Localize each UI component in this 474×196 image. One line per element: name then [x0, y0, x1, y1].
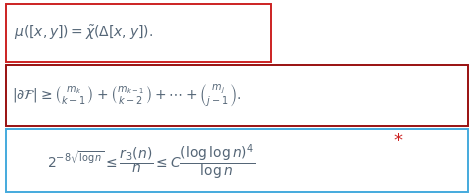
Text: $*$: $*$ — [393, 130, 404, 148]
Text: $\mu([x,y]) = \tilde{\chi}(\Delta[x,y]).$: $\mu([x,y]) = \tilde{\chi}(\Delta[x,y]).… — [14, 23, 153, 42]
Bar — [6, 65, 468, 126]
Text: $2^{-8\sqrt{\log n}} \leq \dfrac{r_3(n)}{n} \leq C\dfrac{(\log\log n)^4}{\log n}: $2^{-8\sqrt{\log n}} \leq \dfrac{r_3(n)}… — [47, 142, 255, 182]
Bar — [6, 4, 271, 62]
Text: $|\partial\mathcal{F}| \geq \binom{m_k}{k-1} + \binom{m_{k-1}}{k-2} + \cdots + \: $|\partial\mathcal{F}| \geq \binom{m_k}{… — [12, 83, 241, 109]
Bar — [6, 129, 468, 192]
